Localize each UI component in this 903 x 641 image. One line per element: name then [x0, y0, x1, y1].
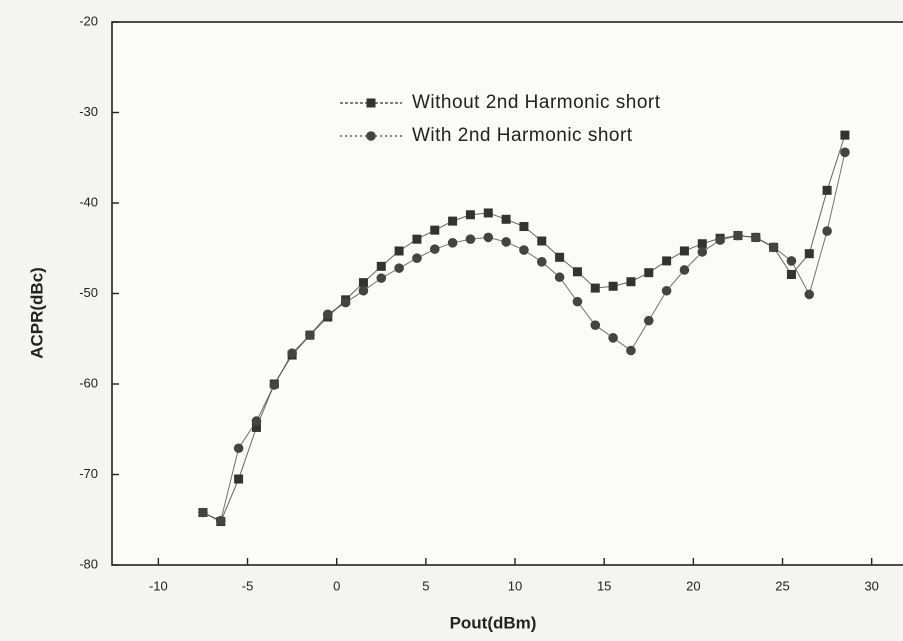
marker-circle	[305, 330, 315, 340]
marker-square	[804, 249, 814, 259]
marker-square	[626, 277, 636, 287]
marker-square	[448, 216, 458, 226]
x-tick-label: 15	[597, 578, 611, 593]
marker-circle	[429, 244, 440, 254]
marker-square	[394, 246, 404, 256]
legend-label: Without 2nd Harmonic short	[412, 92, 661, 113]
marker-circle	[465, 234, 476, 244]
marker-circle	[697, 247, 708, 257]
y-tick-label: -40	[79, 194, 98, 209]
marker-circle	[626, 345, 636, 356]
marker-square	[537, 236, 547, 246]
plot-frame	[111, 21, 903, 566]
marker-circle	[536, 257, 547, 267]
y-tick-label: -60	[79, 375, 98, 390]
marker-circle	[804, 289, 815, 300]
marker-circle	[394, 263, 404, 273]
marker-circle	[750, 232, 761, 243]
marker-square	[412, 234, 422, 244]
y-tick-label: -80	[79, 556, 98, 571]
marker-circle	[786, 256, 797, 266]
marker-square	[358, 278, 368, 288]
marker-circle	[483, 232, 494, 243]
marker-circle	[554, 272, 565, 283]
x-tick-label: 30	[864, 578, 878, 593]
marker-square	[840, 130, 850, 140]
marker-square	[555, 252, 565, 262]
x-tick-label: 25	[775, 578, 789, 593]
marker-square	[376, 261, 386, 271]
marker-circle	[287, 348, 297, 359]
x-tick-label: -5	[242, 578, 254, 593]
marker-square	[822, 185, 832, 195]
marker-circle	[822, 226, 832, 236]
marker-circle	[590, 320, 601, 330]
marker-circle	[215, 515, 226, 526]
marker-circle	[269, 380, 280, 390]
marker-square	[697, 239, 707, 249]
marker-square	[590, 283, 600, 293]
marker-circle	[768, 242, 779, 253]
y-tick-label: -50	[79, 285, 98, 300]
marker-circle	[501, 237, 511, 247]
marker-square	[430, 225, 440, 235]
marker-square	[251, 422, 261, 432]
marker-circle	[322, 309, 333, 320]
marker-circle	[715, 235, 725, 245]
marker-circle	[198, 507, 208, 518]
legend-label: With 2nd Harmonic short	[412, 125, 633, 146]
x-tick-label: -10	[149, 578, 168, 593]
y-tick-label: -30	[79, 104, 98, 119]
marker-square	[679, 246, 689, 256]
marker-square	[519, 222, 529, 232]
marker-circle	[233, 443, 244, 454]
marker-circle	[251, 416, 262, 426]
marker-circle	[643, 315, 654, 326]
y-tick-label: -70	[79, 466, 98, 481]
marker-square	[662, 256, 672, 266]
marker-circle	[572, 296, 583, 307]
marker-square	[465, 210, 475, 220]
marker-square	[644, 268, 654, 278]
marker-circle	[340, 297, 351, 308]
marker-square	[572, 267, 582, 277]
x-tick-label: 20	[686, 578, 700, 593]
marker-square	[366, 98, 376, 108]
marker-square	[501, 214, 511, 224]
y-tick-label: -20	[79, 13, 98, 28]
marker-circle	[679, 265, 690, 275]
marker-circle	[412, 253, 422, 264]
marker-circle	[519, 245, 529, 255]
marker-circle	[840, 147, 850, 158]
x-axis-title: Pout(dBm)	[450, 613, 537, 632]
y-axis-title: ACPR(dBc)	[27, 267, 46, 359]
marker-circle	[733, 230, 743, 241]
marker-square	[786, 269, 796, 279]
marker-square	[608, 281, 618, 291]
marker-circle	[608, 333, 618, 343]
marker-circle	[447, 238, 458, 248]
marker-square	[483, 208, 493, 218]
x-tick-label: 10	[508, 578, 522, 593]
marker-circle	[366, 131, 376, 141]
x-tick-label: 5	[422, 578, 429, 593]
x-tick-label: 0	[333, 578, 340, 593]
marker-square	[234, 474, 244, 484]
marker-circle	[376, 273, 387, 283]
marker-circle	[358, 285, 369, 296]
marker-circle	[661, 285, 672, 296]
